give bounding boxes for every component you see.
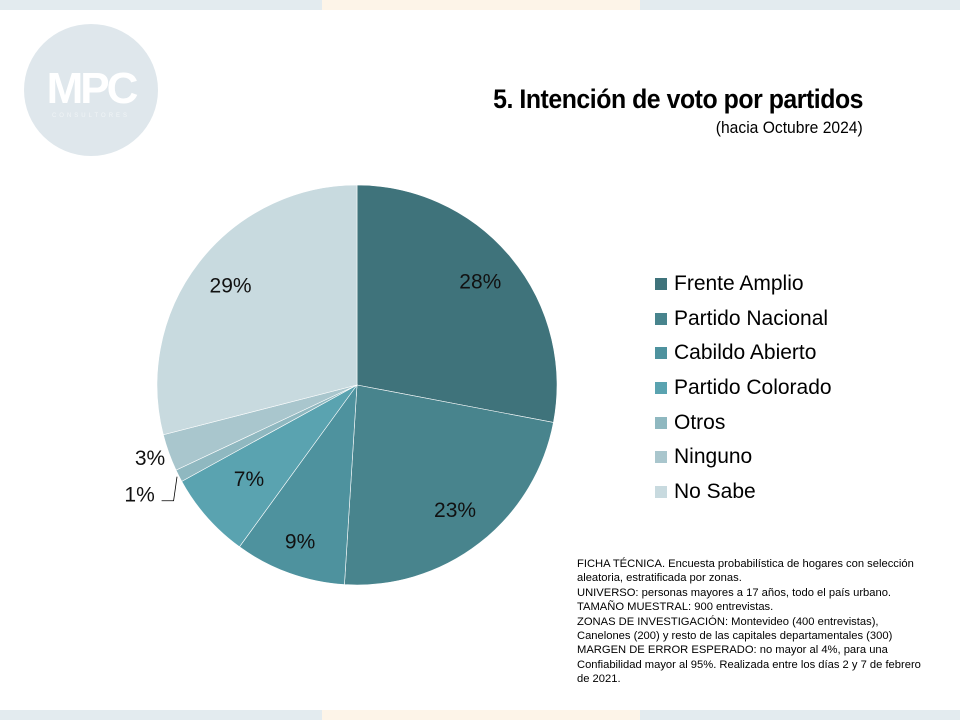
legend-swatch [655, 312, 667, 325]
legend-item: No Sabe [655, 475, 832, 510]
top-decor-bar [0, 0, 960, 10]
logo-subtext: CONSULTORES [51, 113, 131, 119]
legend-swatch [655, 382, 667, 395]
data-label: 28% [459, 271, 501, 294]
pie-slice-frente-amplio [356, 184, 558, 423]
pie-slice-no-sabe [156, 184, 358, 436]
legend-swatch [655, 451, 667, 464]
legend: Frente Amplio Partido Nacional Cabildo Abi… [655, 267, 832, 509]
ficha-line: ZONAS DE INVESTIGACIÓN: Montevideo (400 … [577, 615, 893, 643]
ficha-line: TAMAÑO MUESTRAL: 900 entrevistas. [577, 601, 774, 614]
technical-sheet: FICHA TÉCNICA. Encuesta probabilística d… [577, 557, 927, 687]
legend-swatch [655, 485, 667, 498]
logo-text: MPC [46, 64, 139, 113]
ficha-line: UNIVERSO: personas mayores a 17 años, to… [577, 586, 892, 599]
data-label: 29% [210, 274, 252, 297]
legend-swatch [655, 347, 667, 360]
ficha-line: MARGEN DE ERROR ESPERADO: no mayor al 4%… [577, 644, 921, 686]
data-label: 9% [285, 531, 315, 554]
data-label: 1% [124, 483, 154, 506]
legend-item: Partido Nacional [655, 302, 832, 337]
legend-swatch [655, 416, 667, 429]
pie-slice-cabildo-abierto [239, 383, 358, 585]
data-label: 23% [434, 499, 476, 522]
leader-line [161, 476, 178, 502]
legend-item: Ninguno [655, 440, 832, 475]
data-label: 7% [234, 468, 264, 491]
chart-title: 5. Intención de voto por partidos [493, 84, 863, 114]
legend-label: Otros [674, 410, 726, 434]
ficha-line: FICHA TÉCNICA. Encuesta probabilística d… [577, 558, 914, 585]
legend-label: Ninguno [674, 445, 753, 469]
legend-item: Frente Amplio [655, 267, 832, 302]
legend-label: No Sabe [674, 479, 756, 503]
legend-label: Partido Nacional [674, 306, 829, 330]
chart-subtitle: (hacia Octubre 2024) [716, 118, 863, 137]
data-label: 3% [135, 447, 165, 470]
legend-item: Cabildo Abierto [655, 336, 832, 371]
legend-item: Otros [655, 405, 832, 440]
legend-label: Partido Colorado [674, 376, 832, 400]
bottom-decor-bar [0, 710, 960, 720]
legend-label: Frente Amplio [674, 272, 804, 296]
legend-label: Cabildo Abierto [674, 341, 817, 365]
pie-slice-partido-nacional [344, 384, 554, 586]
legend-swatch [655, 278, 667, 291]
legend-item: Partido Colorado [655, 371, 832, 406]
mpc-logo: MPC CONSULTORES [24, 24, 158, 156]
